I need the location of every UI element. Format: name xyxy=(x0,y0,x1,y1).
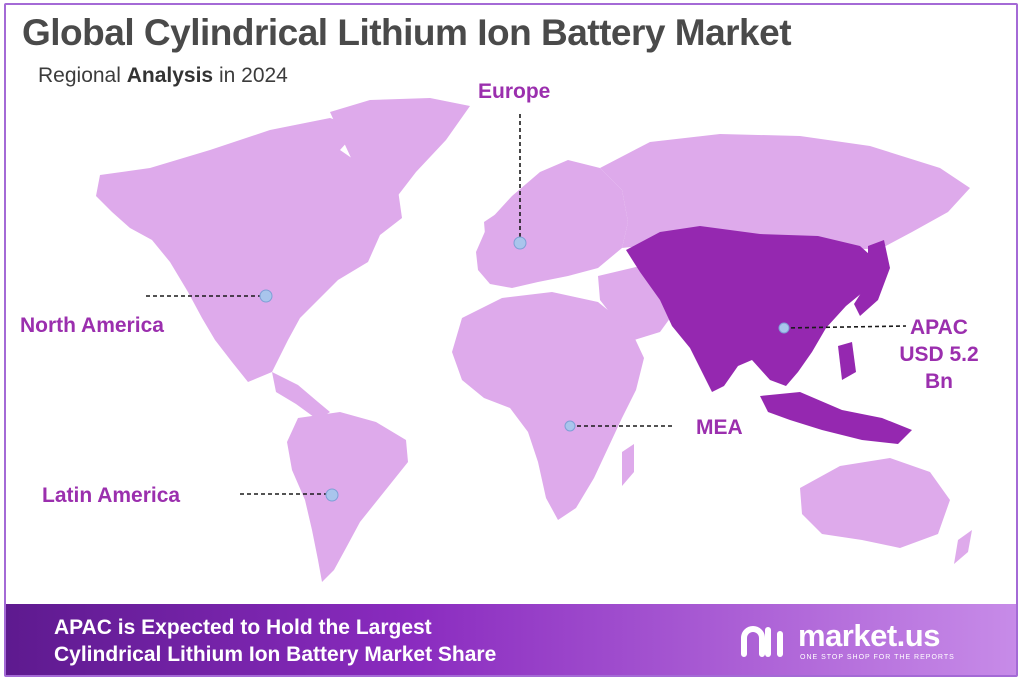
brand-name: market.us xyxy=(798,618,940,653)
apac-highlight xyxy=(626,226,912,444)
apac-value-line2: Bn xyxy=(925,370,953,393)
page-title: Global Cylindrical Lithium Ion Battery M… xyxy=(22,12,792,53)
apac-label: APAC USD 5.2 Bn xyxy=(884,314,994,395)
banner-text: APAC is Expected to Hold the Largest Cyl… xyxy=(54,614,496,668)
apac-marker xyxy=(778,322,790,334)
apac-name: APAC xyxy=(910,316,968,339)
central-america-land xyxy=(272,372,330,420)
latin-america-marker xyxy=(325,488,339,502)
footer-banner: APAC is Expected to Hold the Largest Cyl… xyxy=(6,604,1016,675)
madagascar-land xyxy=(622,444,634,486)
landmasses xyxy=(96,98,972,582)
europe-land xyxy=(476,160,628,288)
australia-land xyxy=(800,458,950,548)
world-map xyxy=(96,98,972,582)
subtitle-bold: Analysis xyxy=(126,64,214,87)
outer-frame xyxy=(4,3,1018,677)
apac-value-line1: USD 5.2 xyxy=(899,343,979,366)
mea-label: MEA xyxy=(696,416,743,439)
south-america-land xyxy=(287,412,408,582)
apac-mainland-land xyxy=(626,226,878,392)
mea-marker xyxy=(564,420,576,432)
philippines-land xyxy=(838,342,856,380)
europe-label: Europe xyxy=(478,80,551,103)
russia-land xyxy=(600,134,970,250)
greenland-land xyxy=(330,98,470,198)
north-america-marker xyxy=(259,289,273,303)
markers xyxy=(259,236,790,502)
leader-lines xyxy=(146,114,907,495)
page-subtitle: Regional Analysis in 2024 xyxy=(38,64,288,88)
banner-line-2: Cylindrical Lithium Ion Battery Market S… xyxy=(54,643,497,666)
new-zealand-land xyxy=(954,530,972,564)
subtitle-suffix: in 2024 xyxy=(213,64,288,87)
north-america-land xyxy=(96,118,402,382)
uk-land xyxy=(484,214,498,246)
banner-line-1: APAC is Expected to Hold the Largest xyxy=(54,616,432,639)
japan-land xyxy=(854,240,890,316)
africa-land xyxy=(452,292,644,520)
brand-tagline: ONE STOP SHOP FOR THE REPORTS xyxy=(800,654,955,661)
latin-america-label: Latin America xyxy=(42,484,181,507)
europe-marker xyxy=(513,236,527,250)
apac-leader-line xyxy=(783,325,907,329)
market-us-logo-icon xyxy=(741,626,783,657)
north-america-label: North America xyxy=(20,314,164,337)
brand-logo-block[interactable]: market.us ONE STOP SHOP FOR THE REPORTS xyxy=(740,618,980,664)
indonesia-land xyxy=(760,392,912,444)
subtitle-prefix: Regional xyxy=(38,64,127,87)
